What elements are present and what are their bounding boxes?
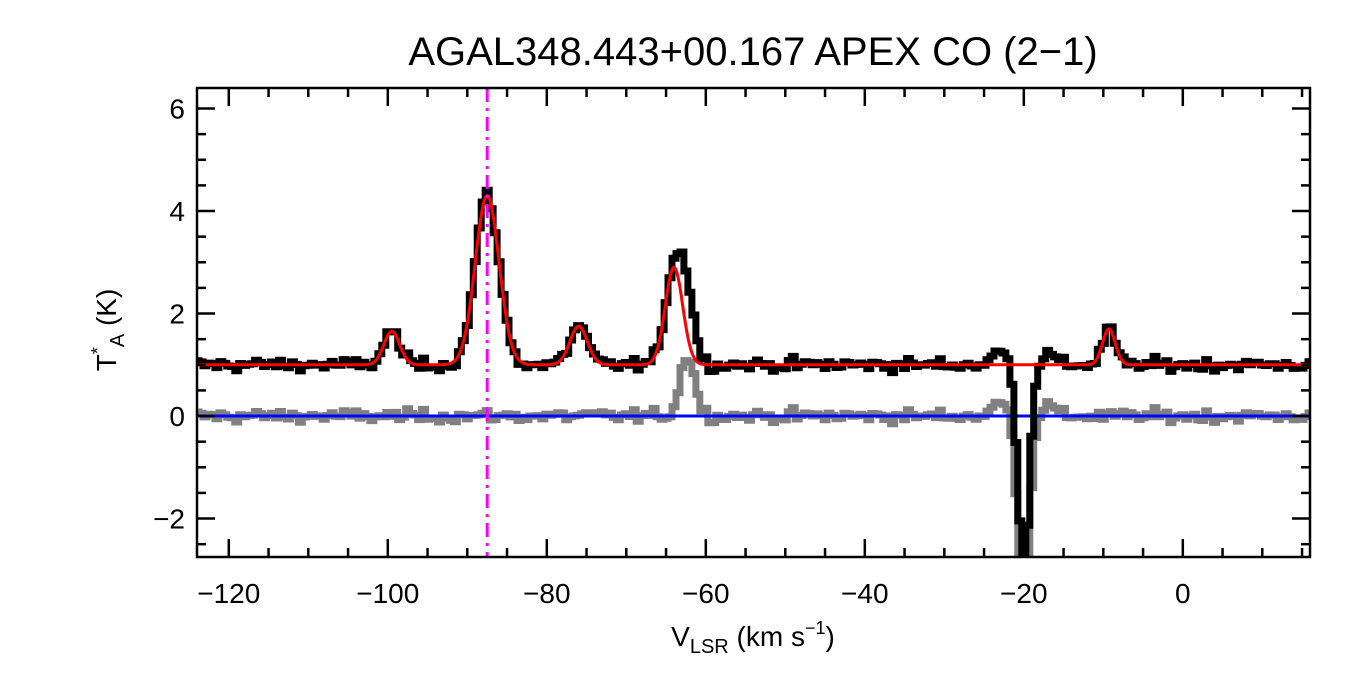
y-tick-label: 0: [169, 401, 185, 432]
plot-area: [197, 88, 1310, 557]
x-tick-label: −40: [841, 578, 889, 609]
observed-spectrum-series: [197, 186, 1310, 557]
y-axis-label: T*A (K): [88, 289, 129, 372]
y-tick-label: 4: [169, 196, 185, 227]
x-tick-label: −80: [523, 578, 571, 609]
x-tick-label: 0: [1175, 578, 1191, 609]
axes-frame: [195, 86, 1312, 559]
chart-title: AGAL348.443+00.167 APEX CO (2−1): [408, 30, 1097, 74]
gaussian-fit-series: [197, 193, 1310, 367]
y-tick-label: 2: [169, 299, 185, 330]
x-tick-label: −20: [1000, 578, 1048, 609]
x-tick-label: −120: [197, 578, 260, 609]
x-axis-label: VLSR (km s−1): [671, 618, 835, 658]
y-tick-label: −2: [153, 504, 185, 535]
x-tick-label: −100: [356, 578, 419, 609]
x-tick-label: −60: [682, 578, 730, 609]
y-tick-label: 6: [169, 94, 185, 125]
